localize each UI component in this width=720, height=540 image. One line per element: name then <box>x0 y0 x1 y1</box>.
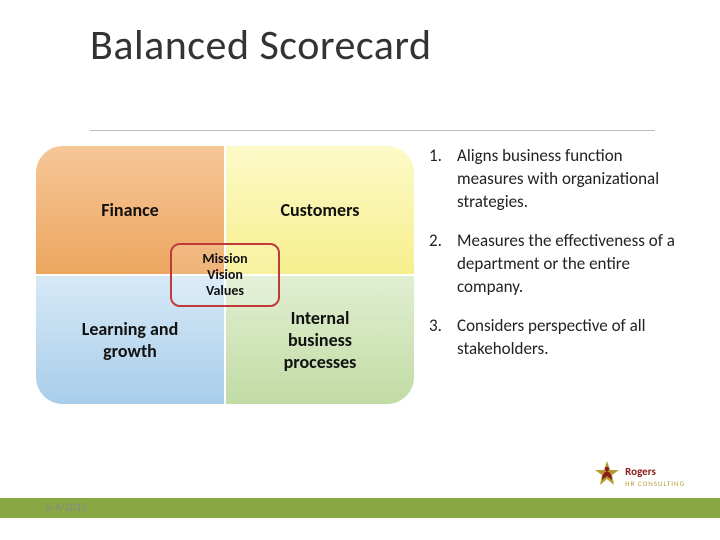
benefits-list: Aligns business function measures with o… <box>429 145 685 405</box>
logo-sub: HR CONSULTING <box>625 479 685 488</box>
logo-name: Rogers <box>625 466 685 477</box>
footer-bar <box>0 498 720 518</box>
title-rule <box>90 130 655 131</box>
star-icon <box>593 460 621 488</box>
footer-date: 5/4/2015 <box>45 501 87 514</box>
page-title: Balanced Scorecard <box>0 0 720 71</box>
scorecard-matrix: FinanceCustomersLearning andgrowthIntern… <box>35 145 415 405</box>
benefit-item: Measures the effectiveness of a departme… <box>429 230 685 299</box>
center-mission-box: MissionVisionValues <box>170 243 280 307</box>
logo: Rogers HR CONSULTING <box>593 460 685 488</box>
benefit-item: Aligns business function measures with o… <box>429 145 685 214</box>
content-row: FinanceCustomersLearning andgrowthIntern… <box>35 145 685 405</box>
benefit-item: Considers perspective of all stakeholder… <box>429 315 685 361</box>
